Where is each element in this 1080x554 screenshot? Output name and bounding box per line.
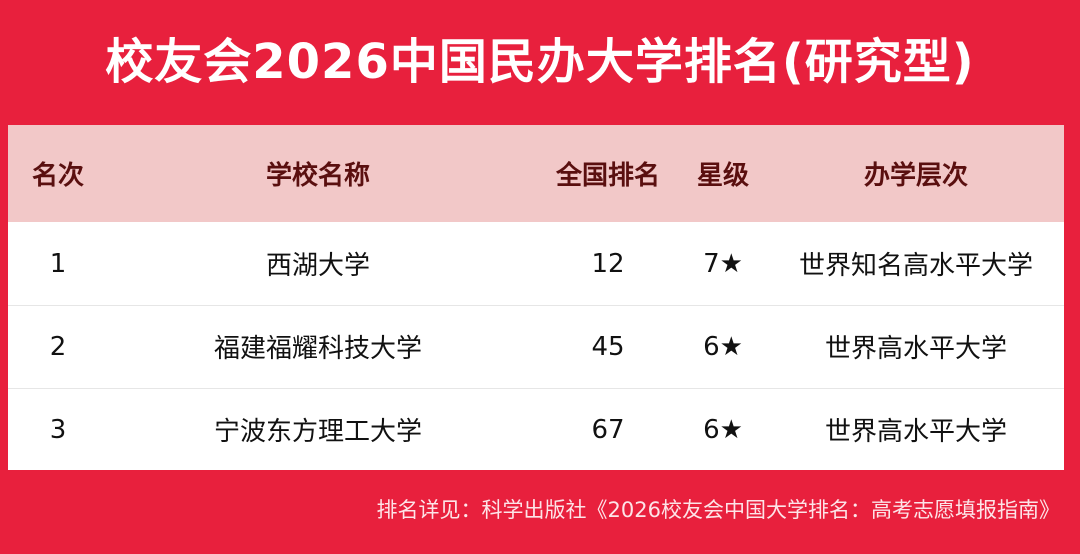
table-header-row: 名次 学校名称 全国排名 星级 办学层次 — [8, 125, 1064, 222]
level-cell: 世界高水平大学 — [824, 334, 1007, 364]
header-school-name: 学校名称 — [265, 161, 370, 191]
school-name-cell: 宁波东方理工大学 — [213, 417, 422, 447]
table-row: 3 宁波东方理工大学 67 6★ 世界高水平大学 — [8, 388, 1064, 471]
stars-cell: 7★ — [703, 248, 743, 279]
national-rank-cell: 67 — [591, 414, 625, 445]
header-rank: 名次 — [31, 161, 84, 191]
table-row: 1 西湖大学 12 7★ 世界知名高水平大学 — [8, 222, 1064, 306]
source-note: 排名详见：科学出版社《2026校友会中国大学排名：高考志愿填报指南》 — [376, 498, 1060, 522]
header-stars: 星级 — [696, 161, 749, 191]
table-row: 2 福建福耀科技大学 45 6★ 世界高水平大学 — [8, 305, 1064, 389]
rank-cell: 2 — [49, 331, 67, 362]
stars-cell: 6★ — [703, 331, 743, 362]
level-cell: 世界知名高水平大学 — [798, 251, 1033, 281]
ranking-table: 名次 学校名称 全国排名 星级 办学层次 1 西湖大学 12 7★ 世界知名高水… — [8, 125, 1064, 470]
rank-cell: 1 — [49, 248, 67, 279]
stars-cell: 6★ — [703, 414, 743, 445]
header-level: 办学层次 — [863, 161, 968, 191]
page-title: 校友会2026中国民办大学排名(研究型) — [105, 34, 975, 90]
school-name-cell: 福建福耀科技大学 — [213, 334, 422, 364]
rank-cell: 3 — [49, 414, 67, 445]
header-national-rank: 全国排名 — [555, 161, 660, 191]
national-rank-cell: 45 — [591, 331, 625, 362]
level-cell: 世界高水平大学 — [824, 417, 1007, 447]
school-name-cell: 西湖大学 — [265, 251, 370, 281]
national-rank-cell: 12 — [591, 248, 625, 279]
